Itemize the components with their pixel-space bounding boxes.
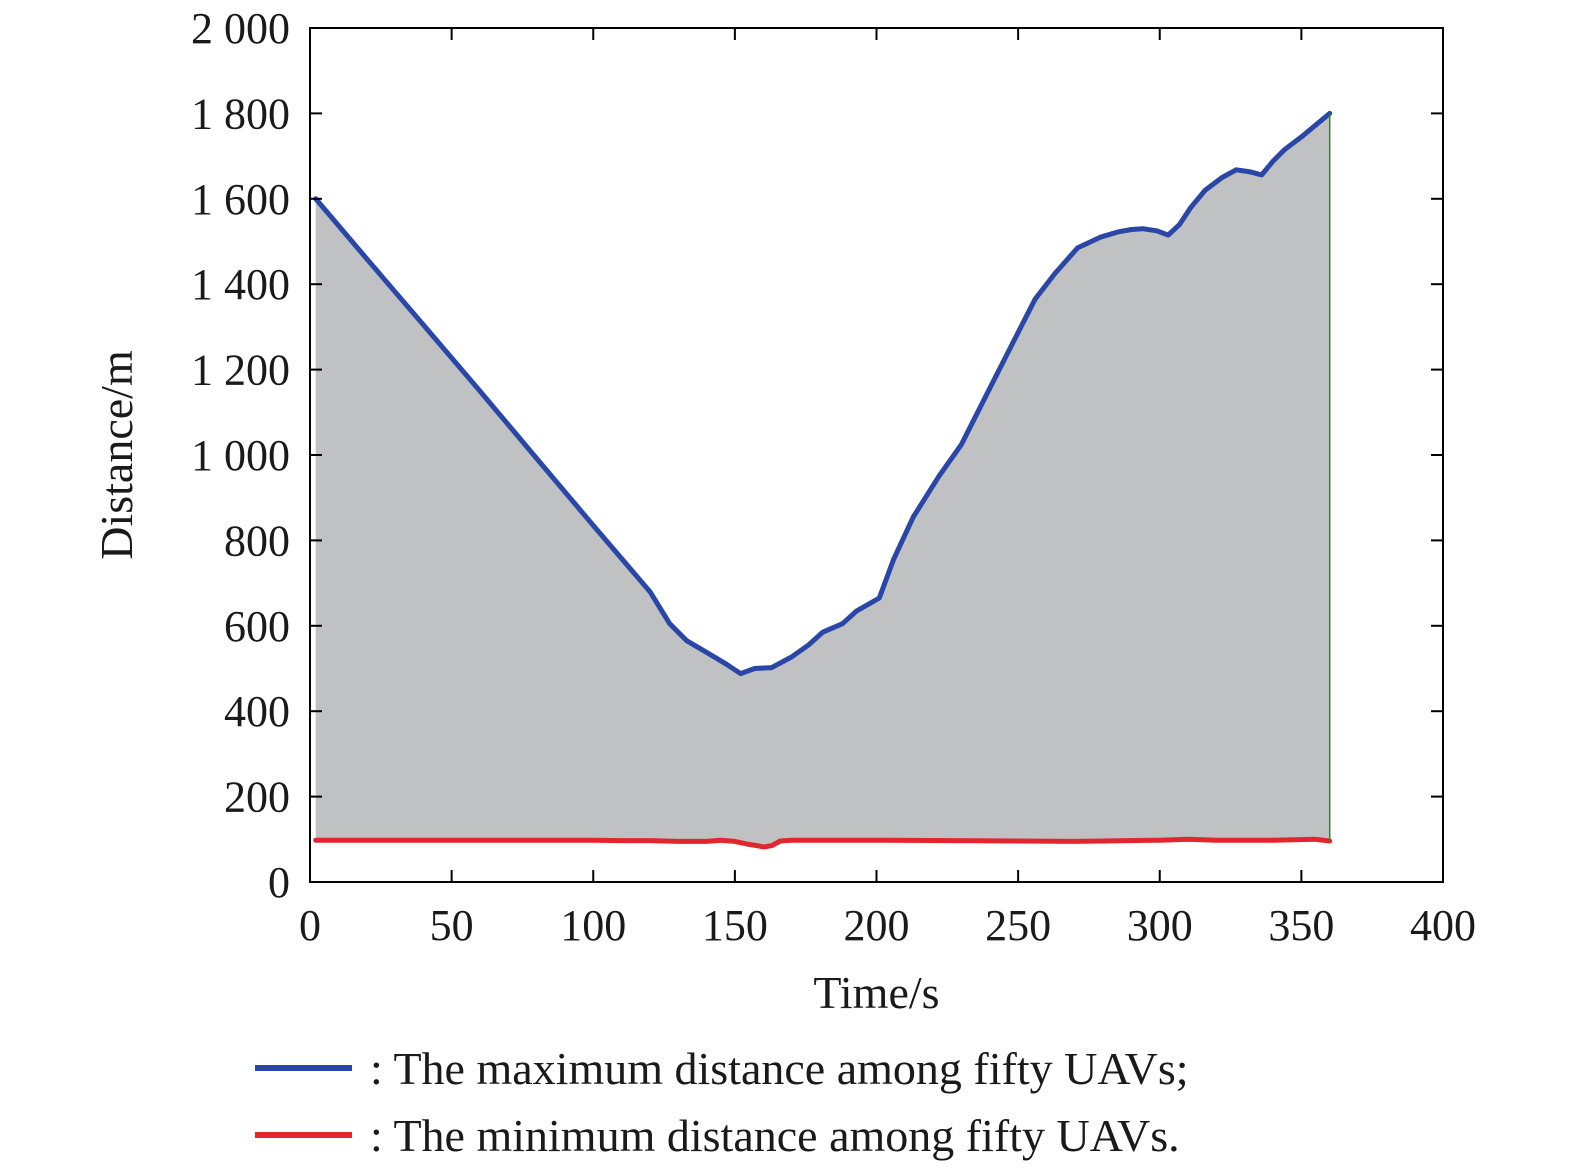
y-tick-label: 1 000 — [191, 431, 290, 480]
y-tick-label: 600 — [224, 602, 290, 651]
x-tick-label: 350 — [1268, 901, 1334, 950]
tick-labels-layer: 0 50 100 150 200 250 300 350 400 0 200 400 600 800 1 0… — [191, 4, 1476, 950]
y-tick-label: 1 800 — [191, 89, 290, 138]
y-tick-label: 200 — [224, 773, 290, 822]
y-tick-label: 1 200 — [191, 346, 290, 395]
x-tick-label: 250 — [985, 901, 1051, 950]
x-tick-label: 150 — [702, 901, 768, 950]
legend-label: : The maximum distance among fifty UAVs; — [370, 1043, 1189, 1094]
y-tick-label: 1 400 — [191, 260, 290, 309]
y-tick-label: 800 — [224, 516, 290, 565]
area-fill — [315, 113, 1330, 847]
series-min-line — [313, 836, 1333, 850]
x-tick-label: 400 — [1410, 901, 1476, 950]
x-tick-label: 200 — [844, 901, 910, 950]
x-axis-title: Time/s — [813, 967, 939, 1018]
x-tick-label: 50 — [430, 901, 474, 950]
plot-area — [313, 110, 1333, 850]
x-tick-label: 100 — [560, 901, 626, 950]
y-tick-label: 400 — [224, 687, 290, 736]
series-layer — [313, 110, 1333, 850]
x-tick-label: 300 — [1127, 901, 1193, 950]
legend: : The maximum distance among fifty UAVs;… — [255, 1043, 1189, 1161]
series-max-line — [313, 110, 1333, 677]
ticks-layer — [309, 27, 1444, 883]
y-tick-label: 2 000 — [191, 4, 290, 53]
y-axis-title: Distance/m — [91, 350, 142, 560]
x-tick-label: 0 — [299, 901, 321, 950]
y-tick-label: 1 600 — [191, 175, 290, 224]
y-tick-label: 0 — [268, 858, 290, 907]
legend-label: : The minimum distance among fifty UAVs. — [370, 1110, 1180, 1161]
